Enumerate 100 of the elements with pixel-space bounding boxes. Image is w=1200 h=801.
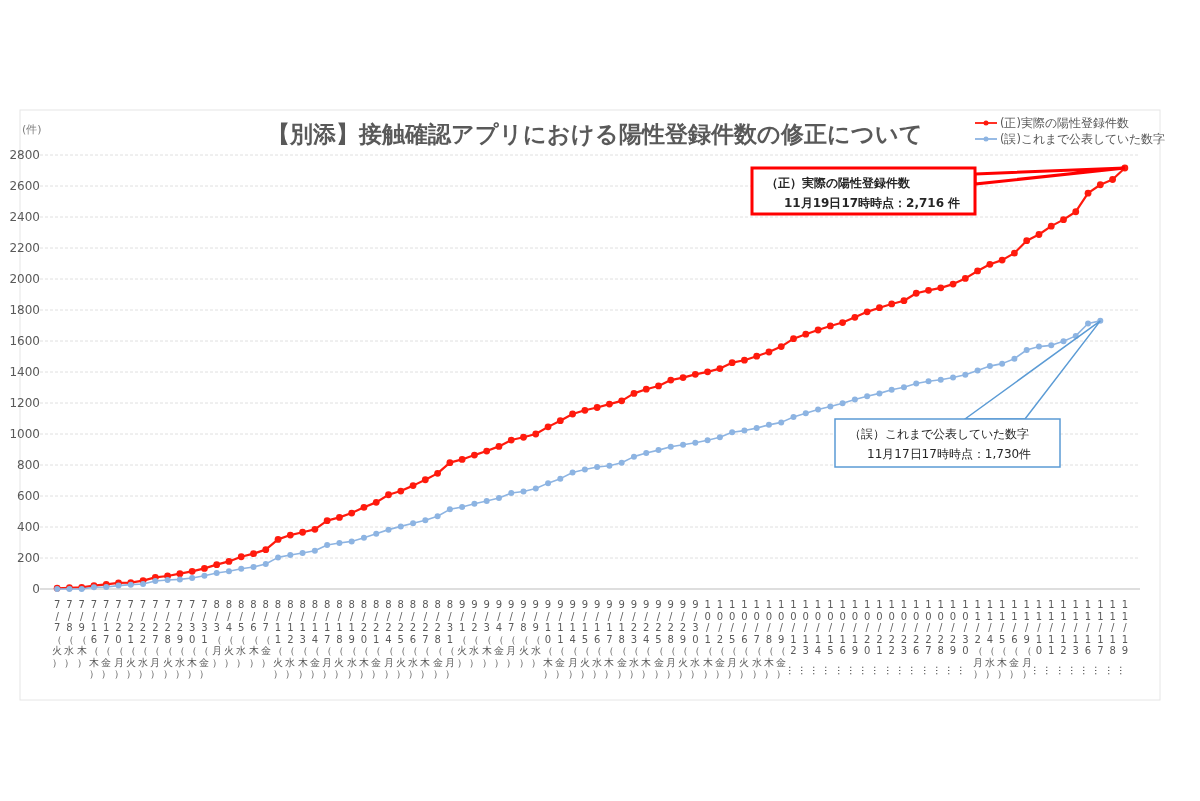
x-tick-label: 11/10… xyxy=(1031,599,1043,676)
x-tick-label: 8/27（木） xyxy=(420,599,431,679)
x-tick-label: 8/6（木） xyxy=(248,599,259,668)
x-tick-label: 7/27（月） xyxy=(150,599,161,679)
y-tick-label: 600 xyxy=(17,489,40,503)
x-tick-label: 9/25（金） xyxy=(653,599,664,679)
x-tick-label: 10/21… xyxy=(872,599,884,676)
x-tick-label: 8/21（金） xyxy=(371,599,382,679)
x-tick-label: 10/16… xyxy=(835,599,847,676)
x-tick-label: 10/2（金） xyxy=(714,599,725,679)
x-tick-label: 11/13… xyxy=(1068,599,1080,676)
y-tick-label: 2000 xyxy=(9,272,40,286)
y-tick-label: 2400 xyxy=(9,210,40,224)
x-tick-label: 7/22（水） xyxy=(138,599,149,679)
x-tick-label: 9/8（火） xyxy=(518,599,529,668)
x-tick-label: 8/17（月） xyxy=(322,599,333,679)
x-tick-label: 7/21（火） xyxy=(125,599,136,679)
x-tick-label: 8/18（火） xyxy=(334,599,345,679)
x-tick-label: 10/7（水） xyxy=(751,599,762,679)
x-tick-label: 10/8（木） xyxy=(763,599,774,679)
x-tick-label: 9/16（水） xyxy=(592,599,603,679)
x-tick-label: 8/5（水） xyxy=(236,599,247,668)
x-tick-label: 10/9（金） xyxy=(776,599,787,679)
x-tick-label: 7/8（水） xyxy=(64,599,75,668)
x-tick-label: 7/9（木） xyxy=(76,599,87,668)
x-tick-label: 9/18（金） xyxy=(616,599,627,679)
x-tick-label: 8/19（水） xyxy=(346,599,357,679)
x-tick-label: 10/30… xyxy=(958,599,970,676)
x-tick-label: 10/15… xyxy=(823,599,835,676)
x-tick-label: 7/31（金） xyxy=(199,599,210,679)
y-tick-label: 2600 xyxy=(9,179,40,193)
x-tick-label: 10/20… xyxy=(860,599,872,676)
x-tick-label: 10/29… xyxy=(946,599,958,676)
annotation: （誤）これまで公表していた数字 11月17日17時時点：1,730件 xyxy=(849,427,1032,461)
x-tick-label: 10/22… xyxy=(884,599,896,676)
x-tick-label: 9/3（木） xyxy=(481,599,492,668)
x-tick-label: 9/2（水） xyxy=(469,599,480,668)
x-tick-label: 11/11… xyxy=(1044,599,1056,676)
legend-label: (誤)これまで公表していた数字 xyxy=(1000,132,1165,146)
x-tick-label: 8/11（火） xyxy=(273,599,284,679)
x-tick-label: 10/26… xyxy=(909,599,921,676)
x-tick-label: 8/25（火） xyxy=(395,599,406,679)
x-tick-label: 9/30（水） xyxy=(690,599,701,679)
x-tick-label: 9/4（金） xyxy=(493,599,504,668)
x-tick-label: 8/12（水） xyxy=(285,599,296,679)
x-tick-label: 11/18… xyxy=(1105,599,1117,676)
x-tick-label: 7/16（木） xyxy=(88,599,99,679)
y-tick-label: 800 xyxy=(17,458,40,472)
x-tick-label: 10/14… xyxy=(811,599,823,676)
x-tick-label: 9/7（月） xyxy=(506,599,517,668)
x-tick-label: 9/1（火） xyxy=(457,599,468,668)
y-tick-label: 1600 xyxy=(9,334,40,348)
x-tick-label: 9/14（月） xyxy=(567,599,578,679)
x-tick-label: 9/24（木） xyxy=(641,599,652,679)
x-tick-label: 7/17（金） xyxy=(101,599,112,679)
x-tick-label: 10/28… xyxy=(933,599,945,676)
x-tick-label: 11/6（金） xyxy=(1009,599,1020,679)
y-tick-label: 1800 xyxy=(9,303,40,317)
x-tick-label: 10/13… xyxy=(798,599,810,676)
y-tick-label: 1000 xyxy=(9,427,40,441)
y-tick-label: 1200 xyxy=(9,396,40,410)
x-tick-label: 10/6（火） xyxy=(739,599,750,679)
y-tick-label: 0 xyxy=(32,582,40,596)
x-tick-label: 9/10（木） xyxy=(543,599,554,679)
x-tick-label: 9/23（水） xyxy=(628,599,639,679)
x-tick-label: 10/12… xyxy=(786,599,798,676)
y-tick-label: 200 xyxy=(17,551,40,565)
x-tick-label: 11/16… xyxy=(1081,599,1093,676)
x-tick-label: 9/28（月） xyxy=(665,599,676,679)
x-tick-label: 10/23… xyxy=(896,599,908,676)
x-tick-label: 7/28（火） xyxy=(162,599,173,679)
x-tick-label: 11/5（木） xyxy=(997,599,1008,679)
x-tick-label: 11/2（月） xyxy=(972,599,983,679)
x-tick-label: 11/19… xyxy=(1117,599,1129,676)
x-tick-label: 11/9（月） xyxy=(1021,599,1032,679)
x-tick-label: 10/5（月） xyxy=(727,599,738,679)
annotation: （正）実際の陽性登録件数 11月19日17時時点：2,716 件 xyxy=(766,176,961,210)
x-tick-label: 7/7（火） xyxy=(52,599,63,668)
x-tick-label: 9/11（金） xyxy=(555,599,566,679)
x-tick-label: 8/31（月） xyxy=(444,599,455,679)
y-tick-label: 2800 xyxy=(9,148,40,162)
x-tick-label: 8/26（水） xyxy=(408,599,419,679)
y-tick-label: 2200 xyxy=(9,241,40,255)
x-tick-label: 11/12… xyxy=(1056,599,1068,676)
x-tick-label: 9/17（木） xyxy=(604,599,615,679)
legend-label: (正)実際の陽性登録件数 xyxy=(1000,116,1129,130)
x-tick-label: 9/9（水） xyxy=(530,599,541,668)
x-tick-label: 10/27… xyxy=(921,599,933,676)
x-tick-label: 8/28（金） xyxy=(432,599,443,679)
chart-title: 【別添】接触確認アプリにおける陽性登録件数の修正について xyxy=(267,121,923,147)
x-tick-label: 7/30（木） xyxy=(187,599,198,679)
x-tick-label: 9/29（火） xyxy=(678,599,689,679)
x-tick-label: 11/4（水） xyxy=(984,599,995,679)
x-tick-label: 7/29（水） xyxy=(174,599,185,679)
x-tick-label: 8/3（月） xyxy=(211,599,222,668)
x-tick-label: 8/24（月） xyxy=(383,599,394,679)
x-tick-label: 8/20（木） xyxy=(358,599,369,679)
x-tick-label: 8/14（金） xyxy=(309,599,320,679)
x-tick-label: 9/15（火） xyxy=(579,599,590,679)
x-tick-label: 11/17… xyxy=(1093,599,1105,676)
